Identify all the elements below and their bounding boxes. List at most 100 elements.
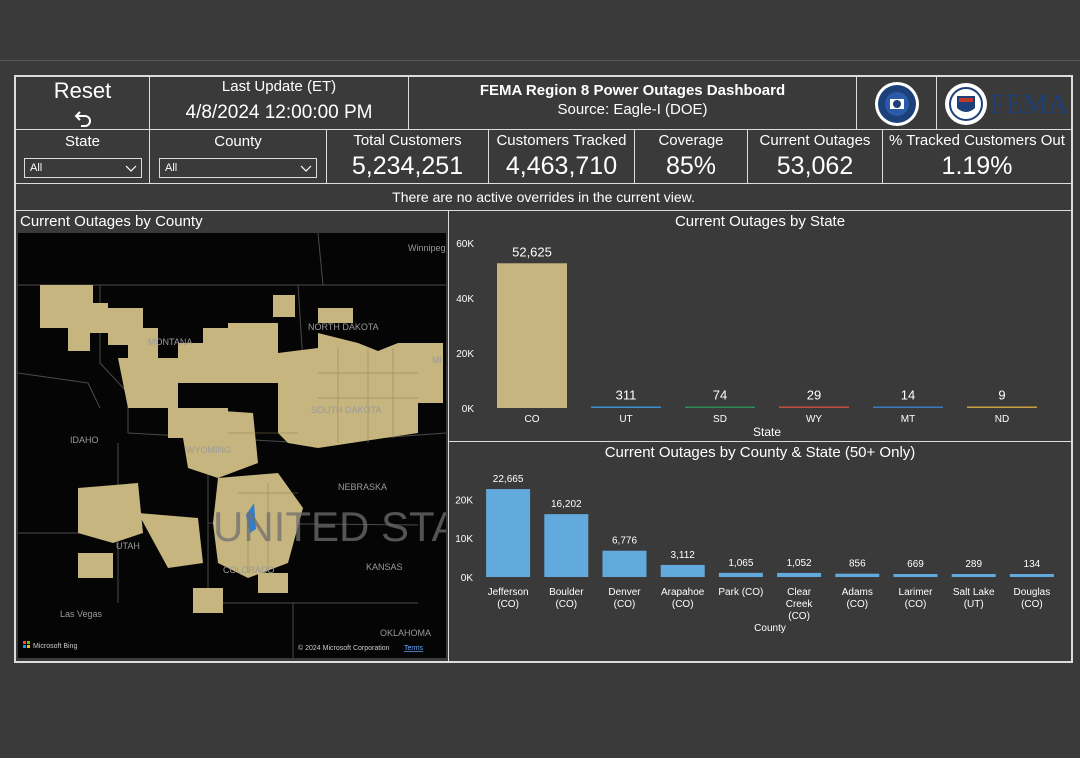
x-tick-label: WY xyxy=(806,414,822,425)
last-update-value: 4/8/2024 12:00:00 PM xyxy=(185,102,373,123)
county-bar[interactable] xyxy=(777,572,822,577)
x-tick-label: Salt Lake xyxy=(953,587,995,598)
kpi-value: 1.19% xyxy=(941,152,1013,180)
reset-button[interactable]: Reset xyxy=(15,76,150,130)
outage-map[interactable]: MONTANA NORTH DAKOTA SOUTH DAKOTA IDAHO … xyxy=(18,233,446,658)
state-outages-chart: 0K 20K 40K 60K 52,625 CO 311 UT 74 SD 29 WY 14 MT 9 ND S… xyxy=(456,239,1037,439)
data-label: 1,052 xyxy=(787,558,812,569)
x-tick-label: (CO) xyxy=(614,599,636,610)
map-label-wyoming: WYOMING xyxy=(186,445,231,455)
region8-seal-card xyxy=(856,76,937,130)
x-tick-label: Park (CO) xyxy=(718,587,763,598)
x-tick-label: (UT) xyxy=(964,599,984,610)
y-tick-label: 20K xyxy=(455,495,473,506)
county-bar[interactable] xyxy=(951,574,996,577)
x-tick-label: Douglas xyxy=(1014,587,1051,598)
kpi-label: Total Customers xyxy=(353,132,462,149)
x-tick-label: (CO) xyxy=(1021,599,1043,610)
data-label: 3,112 xyxy=(671,550,696,561)
x-tick-label: MT xyxy=(901,414,915,425)
kpi-coverage: Coverage 85% xyxy=(634,129,748,184)
x-tick-label: (CO) xyxy=(497,599,519,610)
bar-sd[interactable] xyxy=(685,406,755,409)
kpi-value: 53,062 xyxy=(776,152,854,180)
county-bar[interactable] xyxy=(718,572,763,577)
data-label: 311 xyxy=(616,388,637,403)
map-label-montana: MONTANA xyxy=(148,337,192,347)
x-tick-label: Jefferson xyxy=(488,587,529,598)
kpi-pct-out: % Tracked Customers Out 1.19% xyxy=(882,129,1072,184)
x-tick-label: (CO) xyxy=(555,599,577,610)
undo-arrow-icon xyxy=(74,111,91,127)
map-label-kansas: KANSAS xyxy=(366,562,403,572)
dhs-seal-icon xyxy=(945,83,987,125)
x-tick-label: Clear xyxy=(787,587,812,598)
map-label-colorado: COLORADO xyxy=(223,565,275,575)
chevron-down-icon xyxy=(300,165,312,172)
county-bar[interactable] xyxy=(602,550,647,577)
dashboard-source: Source: Eagle-I (DOE) xyxy=(557,101,708,118)
map-label-winnipeg: Winnipeg xyxy=(408,243,446,253)
county-dropdown-value: All xyxy=(165,162,178,174)
county-bar[interactable] xyxy=(660,564,705,577)
kpi-label: Coverage xyxy=(658,132,724,149)
data-label: 9 xyxy=(998,388,1005,403)
kpi-value: 5,234,251 xyxy=(351,152,464,180)
state-dropdown[interactable]: All xyxy=(24,158,142,178)
x-tick-label: Larimer xyxy=(899,587,934,598)
bar-ut[interactable] xyxy=(591,406,661,409)
county-bar[interactable] xyxy=(544,514,589,577)
y-tick-label: 0K xyxy=(462,404,475,415)
bar-co[interactable] xyxy=(497,263,567,408)
kpi-current-outages: Current Outages 53,062 xyxy=(747,129,883,184)
microsoft-logo-icon xyxy=(23,641,30,648)
x-tick-label: Creek xyxy=(786,599,814,610)
state-slicer: State All xyxy=(15,129,150,184)
fema-wordmark: FEMA xyxy=(990,89,1070,119)
state-chart-title: Current Outages by State xyxy=(674,213,846,230)
kpi-label: Customers Tracked xyxy=(496,132,627,149)
y-tick-label: 10K xyxy=(455,534,473,545)
x-tick-label: Boulder xyxy=(549,587,584,598)
kpi-customers-tracked: Customers Tracked 4,463,710 xyxy=(488,129,635,184)
bar-nd[interactable] xyxy=(967,406,1037,409)
x-axis-title: State xyxy=(753,425,781,439)
bing-attribution: Microsoft Bing xyxy=(33,643,77,650)
x-tick-label: SD xyxy=(713,414,727,425)
county-slicer: County All xyxy=(149,129,327,184)
last-update-label: Last Update (ET) xyxy=(221,78,337,95)
x-tick-label: Arapahoe xyxy=(661,587,705,598)
override-notice: There are no active overrides in the cur… xyxy=(15,183,1072,211)
fema-region-seal-icon xyxy=(875,82,919,126)
map-label-north-dakota: NORTH DAKOTA xyxy=(308,322,379,332)
map-label-nebraska: NEBRASKA xyxy=(338,482,387,492)
y-tick-label: 20K xyxy=(456,349,474,360)
map-label-oklahoma: OKLAHOMA xyxy=(380,628,431,638)
x-tick-label: (CO) xyxy=(846,599,868,610)
state-dropdown-value: All xyxy=(30,162,43,174)
chevron-down-icon xyxy=(125,165,137,172)
kpi-value: 4,463,710 xyxy=(505,152,618,180)
dashboard-title: FEMA Region 8 Power Outages Dashboard xyxy=(479,82,786,99)
county-dropdown[interactable]: All xyxy=(159,158,317,178)
map-terms-link[interactable]: Terms xyxy=(404,645,424,652)
y-tick-label: 60K xyxy=(456,239,474,250)
county-bar[interactable] xyxy=(835,573,880,577)
bar-wy[interactable] xyxy=(779,406,849,409)
kpi-total-customers: Total Customers 5,234,251 xyxy=(326,129,489,184)
kpi-label: % Tracked Customers Out xyxy=(889,132,1065,149)
county-bar[interactable] xyxy=(1009,574,1054,577)
county-bar[interactable] xyxy=(893,574,938,577)
data-label: 289 xyxy=(965,559,982,570)
county-bar[interactable] xyxy=(486,489,531,577)
data-label: 22,665 xyxy=(493,474,524,485)
fema-logo-card: FEMA xyxy=(936,76,1072,130)
county-outages-chart: 0K10K20K22,665Jefferson(CO)16,202Boulder… xyxy=(455,474,1054,634)
data-label: 669 xyxy=(907,559,924,570)
data-label: 1,065 xyxy=(728,558,753,569)
bar-mt[interactable] xyxy=(873,406,943,409)
dashboard-header: FEMA Region 8 Power Outages Dashboard So… xyxy=(408,76,857,130)
y-tick-label: 40K xyxy=(456,294,474,305)
map-copyright: © 2024 Microsoft Corporation xyxy=(298,644,390,652)
county-chart-panel: Current Outages by County & State (50+ O… xyxy=(448,441,1072,662)
